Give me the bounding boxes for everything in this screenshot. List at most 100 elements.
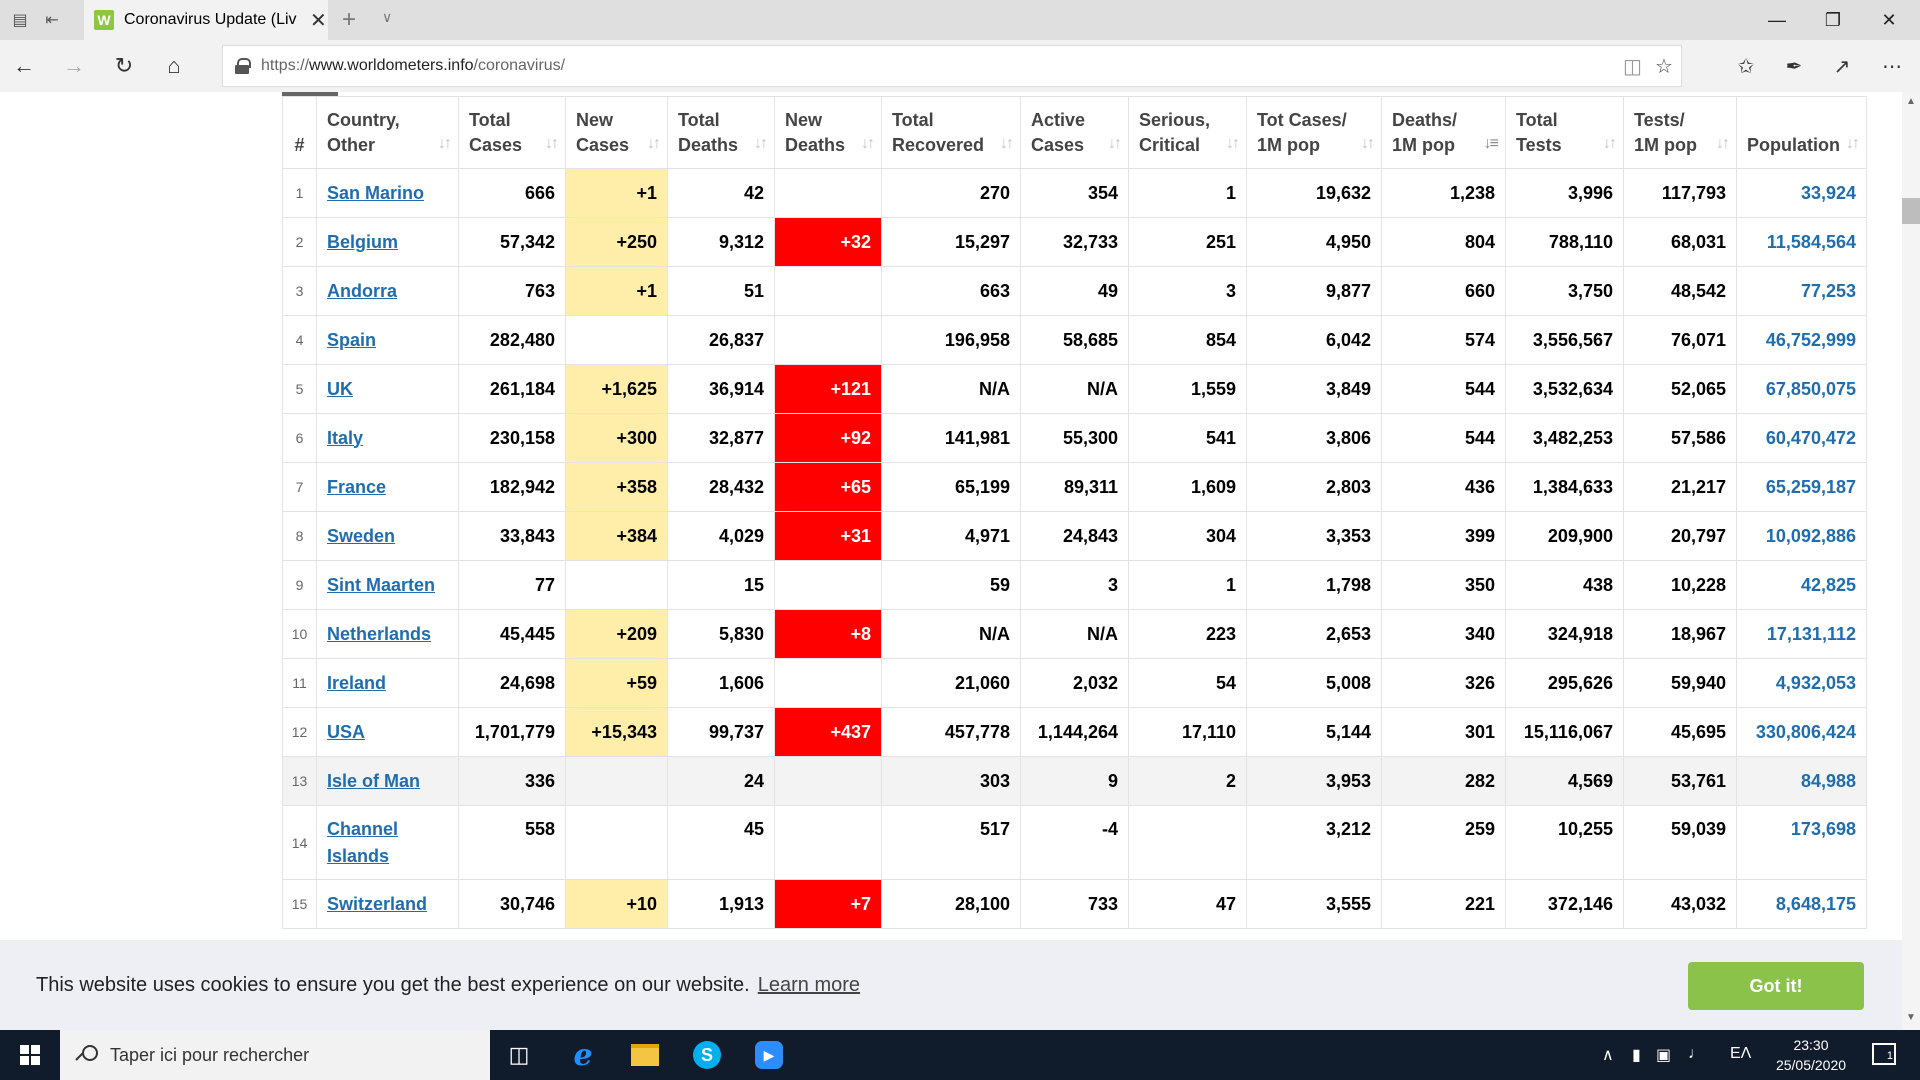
notification-icon[interactable]: 1 bbox=[1872, 1043, 1896, 1065]
country-link[interactable]: Switzerland bbox=[327, 893, 428, 914]
task-view-icon[interactable]: ◫ bbox=[508, 1042, 530, 1067]
table-row: 4 Spain 282,480 26,837 196,958 58,685 854 6,042… bbox=[282, 315, 1867, 365]
table-header-row: # Country, Other ↓↑ Total Cases ↓↑ New Cases ↓… bbox=[282, 96, 1867, 169]
serious-critical-cell: 1 bbox=[1128, 560, 1247, 610]
active-tab[interactable]: W Coronavirus Update (Liv ✕ bbox=[84, 0, 328, 40]
address-bar[interactable]: https://www.worldometers.info/coronaviru… bbox=[222, 45, 1682, 87]
sort-icon[interactable]: ↓↑ bbox=[647, 135, 661, 152]
country-link[interactable]: Italy bbox=[327, 427, 364, 448]
sort-icon[interactable]: ↓↑ bbox=[861, 135, 875, 152]
pen-icon[interactable]: ✒ bbox=[1785, 55, 1803, 78]
country-link[interactable]: Belgium bbox=[327, 231, 399, 252]
scroll-up-icon[interactable]: ▲ bbox=[1906, 96, 1916, 107]
close-window-icon[interactable]: ✕ bbox=[1881, 9, 1897, 30]
header-new-cases[interactable]: New Cases ↓↑ bbox=[565, 96, 668, 169]
country-link[interactable]: France bbox=[327, 476, 387, 497]
tab-actions-icon[interactable]: ▤ bbox=[12, 12, 28, 29]
sort-icon[interactable]: ↓↑ bbox=[1716, 135, 1730, 152]
lock-icon[interactable] bbox=[235, 58, 251, 74]
header-total-cases[interactable]: Total Cases ↓↑ bbox=[458, 96, 566, 169]
home-icon[interactable]: ⌂ bbox=[167, 53, 181, 78]
windows-start-icon[interactable] bbox=[20, 1045, 40, 1065]
restore-icon[interactable]: ❐ bbox=[1824, 9, 1842, 30]
country-cell: UK bbox=[316, 364, 459, 414]
sort-icon[interactable]: ↓↑ bbox=[1846, 135, 1860, 152]
country-link[interactable]: UK bbox=[327, 378, 353, 399]
url-text[interactable]: https://www.worldometers.info/coronaviru… bbox=[261, 57, 566, 74]
country-link[interactable]: USA bbox=[327, 721, 366, 742]
country-link[interactable]: Isle of Man bbox=[327, 770, 421, 791]
header-serious-critical[interactable]: Serious, Critical ↓↑ bbox=[1128, 96, 1247, 169]
header-population[interactable]: Population ↓↑ bbox=[1736, 96, 1867, 169]
sort-icon[interactable]: ↓↑ bbox=[545, 135, 559, 152]
tests-per-million-cell: 48,542 bbox=[1623, 266, 1737, 316]
sort-icon[interactable]: ↓↑ bbox=[438, 135, 452, 152]
table-row: 15 Switzerland 30,746 +10 1,913 +7 28,100 733 47… bbox=[282, 879, 1867, 929]
total-cases-cell: 24,698 bbox=[458, 658, 566, 708]
reading-view-icon[interactable]: ◫ bbox=[1623, 56, 1642, 78]
country-link[interactable]: Andorra bbox=[327, 280, 398, 301]
header-active-cases[interactable]: Active Cases ↓↑ bbox=[1020, 96, 1129, 169]
favorites-icon[interactable]: ✩ bbox=[1737, 55, 1755, 78]
rank-cell: 10 bbox=[282, 609, 317, 659]
header-rank[interactable]: # bbox=[282, 96, 317, 169]
chevron-down-icon[interactable]: ∨ bbox=[382, 9, 393, 25]
total-cases-cell: 33,843 bbox=[458, 511, 566, 561]
network-icon[interactable]: ▣ bbox=[1656, 1047, 1672, 1064]
country-link[interactable]: Sint Maarten bbox=[327, 574, 436, 595]
minimize-icon[interactable]: — bbox=[1768, 9, 1786, 30]
total-deaths-cell: 36,914 bbox=[667, 364, 775, 414]
edge-browser-icon[interactable]: e bbox=[573, 1037, 593, 1073]
battery-icon[interactable]: ▮ bbox=[1632, 1047, 1641, 1064]
more-icon[interactable]: ⋯ bbox=[1882, 55, 1902, 78]
total-tests-cell: 372,146 bbox=[1505, 879, 1624, 929]
volume-icon[interactable]: ♩ bbox=[1688, 1045, 1704, 1062]
header-country[interactable]: Country, Other ↓↑ bbox=[316, 96, 459, 169]
sort-icon[interactable]: ↓↑ bbox=[1226, 135, 1240, 152]
sort-icon[interactable]: ↓↑ bbox=[1000, 135, 1014, 152]
scroll-down-icon[interactable]: ▼ bbox=[1906, 1012, 1916, 1023]
sort-icon[interactable]: ↓↑ bbox=[754, 135, 768, 152]
country-link[interactable]: Channel Islands bbox=[327, 819, 399, 866]
zoom-icon[interactable]: ▶ bbox=[752, 1038, 786, 1072]
chevron-up-icon[interactable]: ∧ bbox=[1602, 1047, 1614, 1064]
header-deaths-per-million[interactable]: Deaths/1M pop ↓≡ bbox=[1381, 96, 1506, 169]
learn-more-link[interactable]: Learn more bbox=[757, 974, 861, 996]
header-tot-cases-per-million[interactable]: Tot Cases/1M pop ↓↑ bbox=[1246, 96, 1382, 169]
header-new-deaths[interactable]: New Deaths ↓↑ bbox=[774, 96, 882, 169]
back-arrow-icon[interactable]: ← bbox=[13, 53, 35, 78]
set-aside-tabs-icon[interactable]: ⇤ bbox=[45, 12, 59, 29]
language-indicator[interactable]: ΕΛ bbox=[1730, 1045, 1752, 1062]
header-total-tests[interactable]: Total Tests ↓↑ bbox=[1505, 96, 1624, 169]
close-tab-icon[interactable]: ✕ bbox=[310, 9, 327, 32]
header-total-recovered[interactable]: Total Recovered ↓↑ bbox=[881, 96, 1021, 169]
sort-icon[interactable]: ↓↑ bbox=[1361, 135, 1375, 152]
scrollbar-thumb[interactable] bbox=[1902, 198, 1920, 224]
sort-descending-icon[interactable]: ↓≡ bbox=[1483, 135, 1499, 152]
skype-icon[interactable]: S bbox=[690, 1038, 724, 1072]
page-scrollbar[interactable] bbox=[1902, 92, 1920, 1030]
rank-cell: 2 bbox=[282, 217, 317, 267]
got-it-button[interactable]: Got it! bbox=[1688, 962, 1864, 1010]
sort-icon[interactable]: ↓↑ bbox=[1108, 135, 1122, 152]
serious-critical-cell: 223 bbox=[1128, 609, 1247, 659]
forward-arrow-icon[interactable]: → bbox=[63, 53, 85, 78]
country-link[interactable]: San Marino bbox=[327, 182, 425, 203]
country-link[interactable]: Ireland bbox=[327, 672, 387, 693]
country-link[interactable]: Netherlands bbox=[327, 623, 432, 644]
taskbar-clock[interactable]: 23:30 25/05/2020 bbox=[1775, 1037, 1847, 1073]
total-deaths-cell: 26,837 bbox=[667, 315, 775, 365]
sort-icon[interactable]: ↓↑ bbox=[1603, 135, 1617, 152]
active-cases-cell: 32,733 bbox=[1020, 217, 1129, 267]
new-tab-icon[interactable]: + bbox=[342, 6, 357, 33]
taskbar-search-box[interactable]: Taper ici pour rechercher bbox=[60, 1030, 490, 1080]
country-link[interactable]: Spain bbox=[327, 329, 377, 350]
country-link[interactable]: Sweden bbox=[327, 525, 396, 546]
table-row: 2 Belgium 57,342 +250 9,312 +32 15,297 32,733 25… bbox=[282, 217, 1867, 267]
share-icon[interactable]: ↗ bbox=[1833, 55, 1851, 78]
header-tests-per-million[interactable]: Tests/1M pop ↓↑ bbox=[1623, 96, 1737, 169]
refresh-icon[interactable]: ↻ bbox=[114, 53, 134, 78]
header-total-deaths[interactable]: Total Deaths ↓↑ bbox=[667, 96, 775, 169]
file-explorer-icon[interactable] bbox=[628, 1038, 662, 1072]
star-icon[interactable]: ☆ bbox=[1655, 56, 1673, 78]
